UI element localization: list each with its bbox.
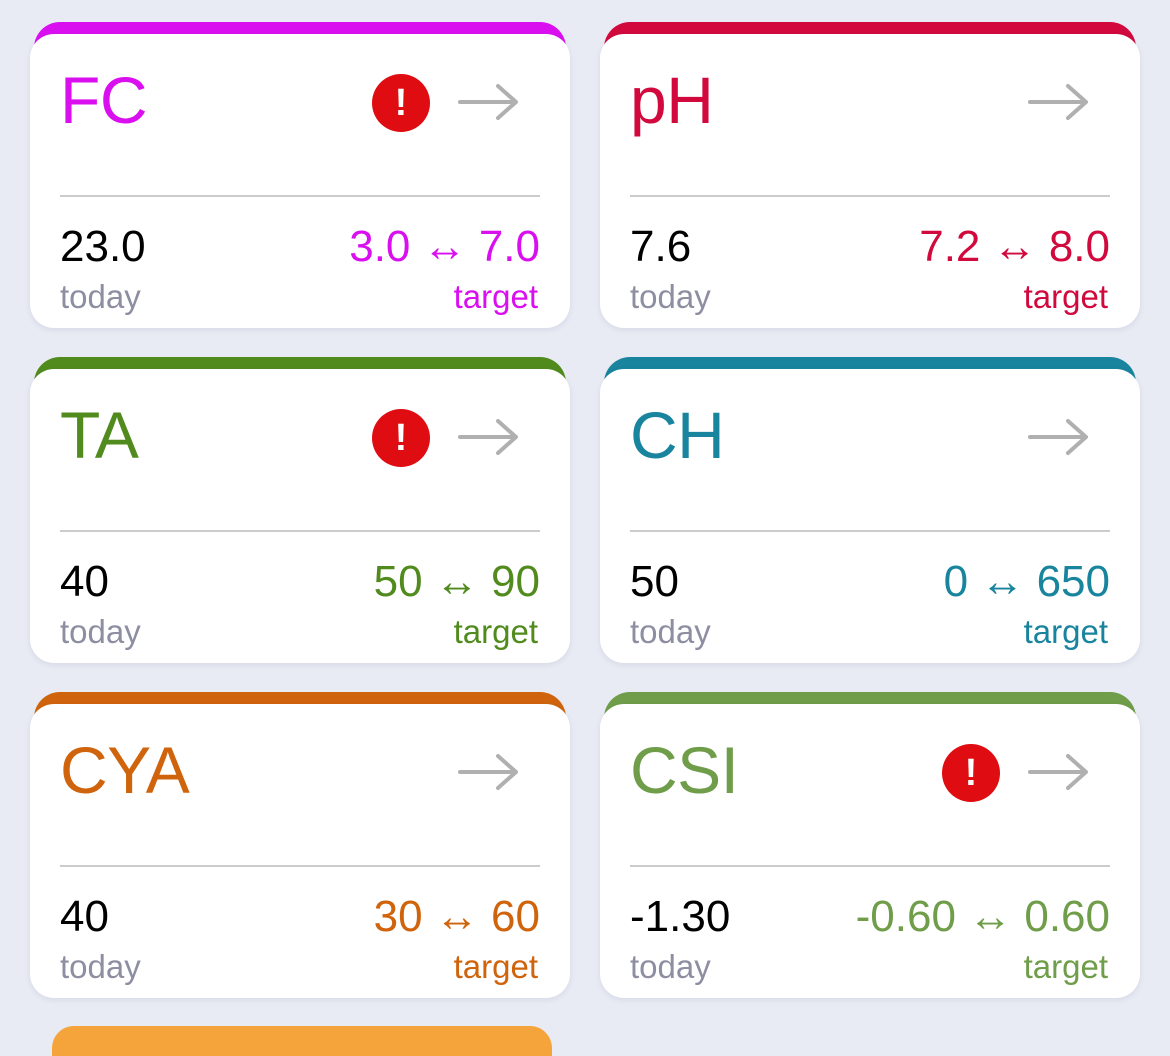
target-label: target — [1023, 948, 1108, 985]
today-value: 40 — [60, 557, 109, 606]
target-range: 30 ↔ 60 — [373, 892, 540, 941]
card-title: TA — [60, 398, 139, 472]
card-divider — [60, 195, 540, 197]
target-label: target — [453, 948, 538, 985]
today-value: 7.6 — [630, 222, 692, 271]
chem-card-cya[interactable]: CYA ! 40 today 30 ↔ 60 target — [30, 692, 570, 998]
today-value: -1.30 — [630, 892, 731, 941]
arrow-right-icon[interactable] — [456, 417, 522, 457]
today-value: 23.0 — [60, 222, 146, 271]
chem-card-ta[interactable]: TA ! 40 today 50 ↔ 90 target — [30, 357, 570, 663]
target-label: target — [1023, 278, 1108, 315]
today-value: 40 — [60, 892, 109, 941]
card-divider — [630, 865, 1110, 867]
card-body[interactable]: FC ! 23.0 today 3.0 ↔ 7.0 target — [30, 34, 570, 328]
target-label: target — [453, 278, 538, 315]
today-label: today — [630, 613, 711, 650]
today-label: today — [60, 278, 141, 315]
card-body[interactable]: pH ! 7.6 today 7.2 ↔ 8.0 target — [600, 34, 1140, 328]
next-card-peek[interactable] — [52, 1026, 552, 1056]
today-label: today — [60, 613, 141, 650]
today-label: today — [630, 278, 711, 315]
target-range: 7.2 ↔ 8.0 — [919, 222, 1110, 271]
alert-icon[interactable]: ! — [372, 409, 430, 467]
card-body[interactable]: CYA ! 40 today 30 ↔ 60 target — [30, 704, 570, 998]
card-title: CYA — [60, 733, 190, 807]
card-title: pH — [630, 63, 714, 137]
target-range: -0.60 ↔ 0.60 — [855, 892, 1110, 941]
card-divider — [60, 865, 540, 867]
card-divider — [630, 195, 1110, 197]
today-label: today — [630, 948, 711, 985]
target-range: 3.0 ↔ 7.0 — [349, 222, 540, 271]
arrow-right-icon[interactable] — [1026, 752, 1092, 792]
card-body[interactable]: TA ! 40 today 50 ↔ 90 target — [30, 369, 570, 663]
target-label: target — [453, 613, 538, 650]
card-title: FC — [60, 63, 147, 137]
today-label: today — [60, 948, 141, 985]
card-title: CSI — [630, 733, 739, 807]
chem-card-ch[interactable]: CH ! 50 today 0 ↔ 650 target — [600, 357, 1140, 663]
alert-icon[interactable]: ! — [372, 74, 430, 132]
chem-card-ph[interactable]: pH ! 7.6 today 7.2 ↔ 8.0 target — [600, 22, 1140, 328]
arrow-right-icon[interactable] — [1026, 417, 1092, 457]
target-range: 50 ↔ 90 — [373, 557, 540, 606]
target-range: 0 ↔ 650 — [943, 557, 1110, 606]
card-divider — [630, 530, 1110, 532]
arrow-right-icon[interactable] — [456, 752, 522, 792]
target-label: target — [1023, 613, 1108, 650]
arrow-right-icon[interactable] — [1026, 82, 1092, 122]
chem-card-fc[interactable]: FC ! 23.0 today 3.0 ↔ 7.0 target — [30, 22, 570, 328]
alert-icon[interactable]: ! — [942, 744, 1000, 802]
card-title: CH — [630, 398, 725, 472]
card-body[interactable]: CSI ! -1.30 today -0.60 ↔ 0.60 target — [600, 704, 1140, 998]
chem-card-csi[interactable]: CSI ! -1.30 today -0.60 ↔ 0.60 target — [600, 692, 1140, 998]
card-divider — [60, 530, 540, 532]
card-body[interactable]: CH ! 50 today 0 ↔ 650 target — [600, 369, 1140, 663]
today-value: 50 — [630, 557, 679, 606]
arrow-right-icon[interactable] — [456, 82, 522, 122]
